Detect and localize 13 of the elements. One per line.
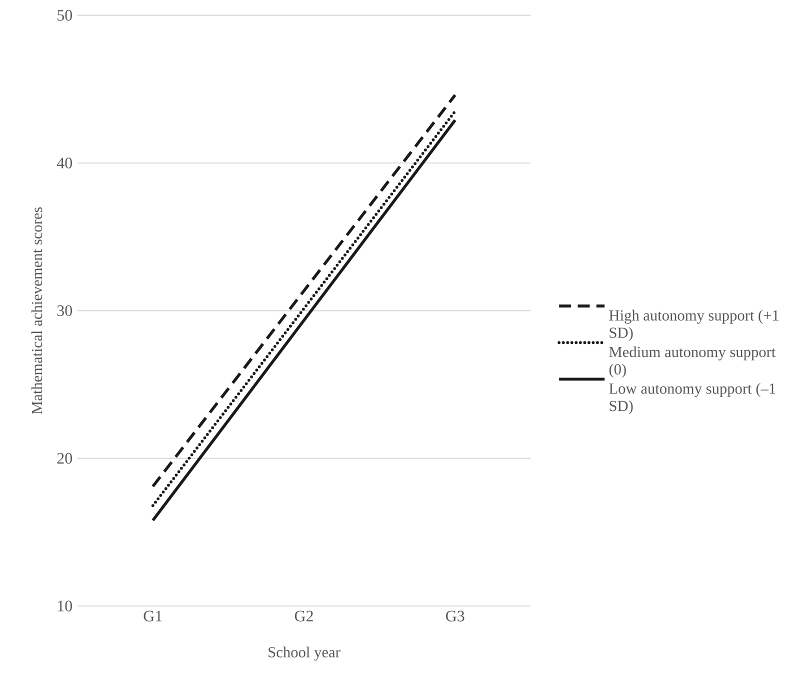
x-tick-label: G2 [294, 610, 313, 622]
y-tick-label: 40 [56, 158, 72, 168]
x-tick-label: G3 [446, 610, 464, 622]
text: Medium autonomy support (0) [609, 346, 776, 378]
text: Low autonomy support (–1 SD) [609, 382, 776, 414]
x-axis-title: School year [268, 646, 340, 661]
x-tick-label: G1 [144, 610, 162, 622]
y-tick-label: 20 [57, 452, 72, 464]
y-tick-label: 10 [58, 600, 72, 612]
y-tick-label: 50 [58, 10, 72, 21]
text: High autonomy support (+1 SD) [609, 310, 778, 342]
y-axis-title: Mathematical achievement scores [31, 207, 42, 414]
y-tick-label: 30 [57, 305, 72, 316]
